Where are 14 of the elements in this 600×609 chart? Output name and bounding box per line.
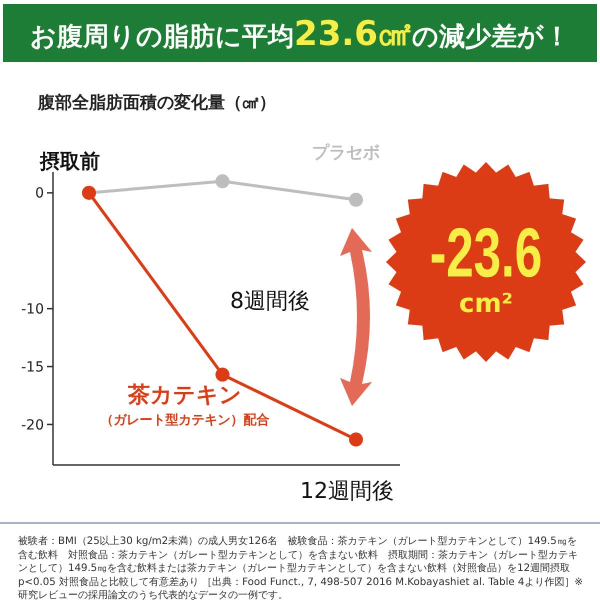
series-label: プラセボ (312, 143, 380, 163)
chart-title: お腹周りの脂肪に平均23.6㎠の減少差が！ (30, 14, 570, 54)
y-tick-label: -15 (21, 359, 44, 376)
text: -23.6 cm² (430, 212, 542, 319)
y-tick-label: 0 (35, 186, 44, 202)
y-axis-title: 腹部全脂肪面積の変化量（㎠） (37, 93, 276, 113)
annotation: （ガレート型カテキン）配合 (100, 412, 270, 428)
x-tick-label: 12週間後 (300, 479, 394, 504)
x-tick-label: 8週間後 (230, 289, 310, 314)
text: 被験者：BMI（25以上30 kg/m2未満）の成人男女126名 被験食品：茶カテキン（ガレート型カテキンとして）149.5㎎を含む飲料 対照食品：茶カテキン（ガレート型カテキンとして）を含まない飲料 摂取期間：茶カテキン（ガレート型カテキンとして）149.5㎎を含む飲料または茶カテキン（ガレート型カテキンとして）を含まない飲料（対照食品）を12週間摂取 p<0.05 対照食品と比較して有意差あり ［出典：Food Funct., 7, 498-507 2016 M.Kobayashiet al. Table 4より作図］※研究レビューの採用論文のうち代表的なデータの一例です。 (18, 535, 584, 602)
x-tick-label: 摂取前 (39, 149, 100, 173)
y-tick-label: -10 (21, 302, 44, 318)
series-label: 茶カテキン (127, 383, 242, 408)
y-tick-label: -20 (21, 417, 44, 434)
